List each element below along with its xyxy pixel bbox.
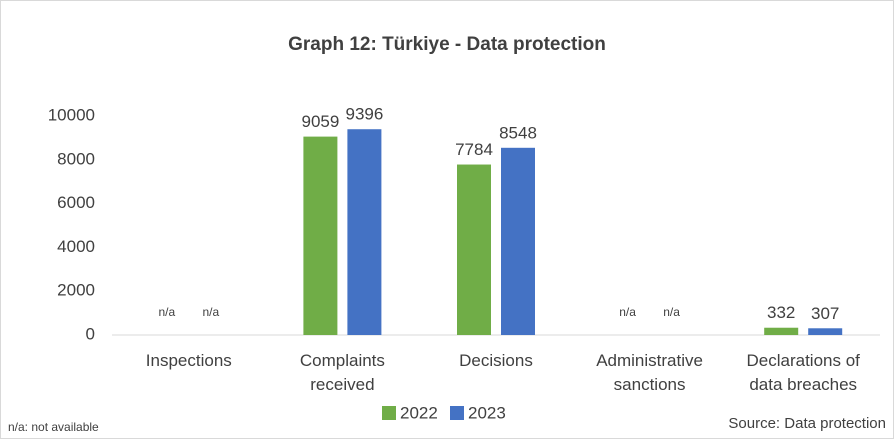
value-label: 307 — [811, 304, 839, 323]
legend-swatch — [382, 406, 396, 420]
bar — [764, 327, 799, 335]
value-label: n/a — [663, 305, 680, 319]
x-tick-label: Administrative sanctions — [596, 351, 703, 394]
y-tick-label: 8000 — [57, 149, 95, 168]
value-label: 332 — [767, 303, 795, 322]
x-tick-label: Declarations of data breaches — [747, 351, 861, 394]
y-tick-label: 6000 — [57, 193, 95, 212]
x-tick-label: Decisions — [459, 351, 533, 370]
value-label: 7784 — [455, 140, 493, 159]
y-tick-label: 0 — [86, 324, 95, 343]
y-tick-label: 10000 — [48, 105, 95, 124]
chart-title: Graph 12: Türkiye - Data protection — [288, 34, 606, 55]
bar — [501, 147, 535, 335]
bar — [457, 164, 491, 335]
legend-label: 2023 — [468, 403, 506, 422]
footnote: n/a: not available — [8, 420, 99, 434]
value-label: n/a — [619, 305, 636, 319]
value-label: n/a — [202, 305, 219, 319]
value-label: n/a — [158, 305, 175, 319]
source: Source: Data protection — [728, 415, 886, 432]
x-tick-label: Complaints received — [300, 351, 385, 394]
value-label: 8548 — [499, 123, 537, 142]
y-tick-label: 4000 — [57, 237, 95, 256]
value-label: 9396 — [345, 105, 383, 124]
bar — [303, 136, 338, 335]
x-tick-label: Inspections — [146, 351, 232, 370]
y-tick-label: 2000 — [57, 281, 95, 300]
value-label: 9059 — [301, 112, 339, 131]
bar — [347, 129, 382, 335]
legend-swatch — [450, 406, 464, 420]
legend-label: 2022 — [400, 403, 438, 422]
bar — [808, 328, 843, 335]
